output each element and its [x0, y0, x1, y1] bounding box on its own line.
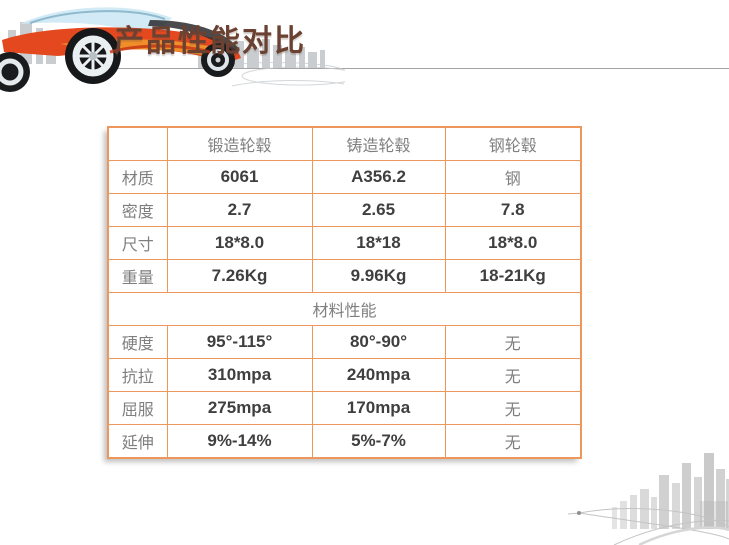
cell-value: 无	[444, 325, 582, 359]
cell-value: 170mpa	[311, 391, 446, 425]
front-wheel	[65, 28, 121, 84]
canopy-line	[29, 10, 166, 24]
comparison-table-wrap: 锻造轮毂 铸造轮毂 钢轮毂 材质 6061 A356.2 钢 密度 2.7 2.…	[107, 126, 582, 459]
cell-value: 无	[444, 358, 582, 392]
comparison-table: 锻造轮毂 铸造轮毂 钢轮毂 材质 6061 A356.2 钢 密度 2.7 2.…	[107, 126, 582, 459]
row-label: 硬度	[107, 325, 168, 359]
section-header: 材料性能	[107, 292, 582, 326]
table-row-material: 材质 6061 A356.2 钢	[107, 160, 582, 194]
cell-value: 无	[444, 391, 582, 425]
page-title: 产品性能对比	[114, 25, 306, 58]
row-label: 延伸	[107, 424, 168, 459]
table-row-hardness: 硬度 95°-115° 80°-90° 无	[107, 325, 582, 359]
cell-value: A356.2	[311, 160, 446, 194]
row-label: 屈服	[107, 391, 168, 425]
cell-value: 7.8	[444, 193, 582, 227]
header-divider	[83, 68, 729, 69]
row-label: 尺寸	[107, 226, 168, 260]
cell-value: 钢	[444, 160, 582, 194]
cell-value: 240mpa	[311, 358, 446, 392]
corner-skyline-illustration	[567, 453, 729, 545]
skyline-buildings	[612, 453, 729, 529]
table-header-row: 锻造轮毂 铸造轮毂 钢轮毂	[107, 126, 582, 161]
table-section-row: 材料性能	[107, 292, 582, 326]
cell-value: 275mpa	[166, 391, 313, 425]
cell-value: 2.7	[166, 193, 313, 227]
car-illustration	[0, 7, 345, 92]
cell-value: 18*8.0	[444, 226, 582, 260]
col-header-steel: 钢轮毂	[444, 126, 582, 161]
row-label: 材质	[107, 160, 168, 194]
cell-value: 无	[444, 424, 582, 459]
partial-wheel	[0, 52, 30, 92]
swoosh-dot	[577, 511, 581, 515]
cell-value: 18*8.0	[166, 226, 313, 260]
cell-value: 310mpa	[166, 358, 313, 392]
cell-value: 7.26Kg	[166, 259, 313, 293]
cell-value: 95°-115°	[166, 325, 313, 359]
flame-streak	[109, 44, 211, 54]
row-label: 密度	[107, 193, 168, 227]
row-label: 抗拉	[107, 358, 168, 392]
col-header-forged: 锻造轮毂	[166, 126, 313, 161]
table-row-density: 密度 2.7 2.65 7.8	[107, 193, 582, 227]
table-row-yield: 屈服 275mpa 170mpa 无	[107, 391, 582, 425]
cell-value: 2.65	[311, 193, 446, 227]
sketch-lines	[224, 62, 345, 87]
table-row-tensile: 抗拉 310mpa 240mpa 无	[107, 358, 582, 392]
cell-value: 18*18	[311, 226, 446, 260]
swoosh-lines	[567, 508, 729, 545]
table-row-weight: 重量 7.26Kg 9.96Kg 18-21Kg	[107, 259, 582, 293]
corner-cell	[107, 126, 168, 161]
table-row-elongation: 延伸 9%-14% 5%-7% 无	[107, 424, 582, 459]
cell-value: 9.96Kg	[311, 259, 446, 293]
row-label: 重量	[107, 259, 168, 293]
cell-value: 6061	[166, 160, 313, 194]
cell-value: 80°-90°	[311, 325, 446, 359]
cell-value: 9%-14%	[166, 424, 313, 459]
cell-value: 18-21Kg	[444, 259, 582, 293]
col-header-cast: 铸造轮毂	[311, 126, 446, 161]
table-row-size: 尺寸 18*8.0 18*18 18*8.0	[107, 226, 582, 260]
cell-value: 5%-7%	[311, 424, 446, 459]
